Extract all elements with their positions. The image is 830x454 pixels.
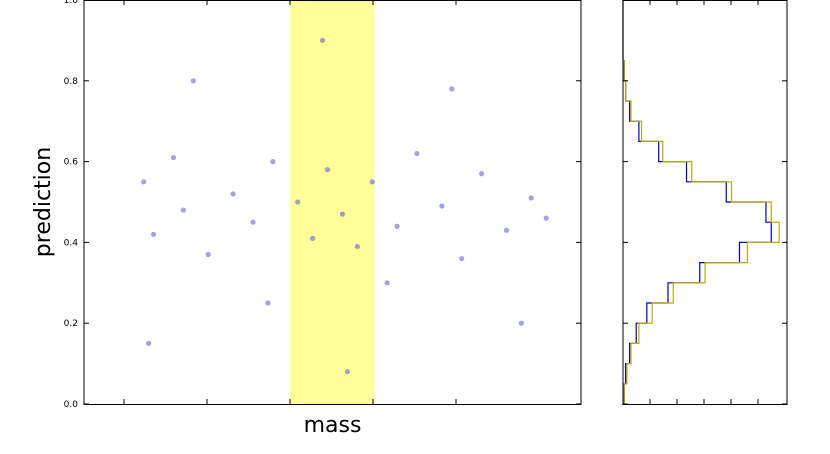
y-tick-label: 0.8 — [64, 77, 79, 87]
histogram-step-line — [622, 0, 780, 405]
scatter-point — [270, 159, 276, 165]
scatter-point — [414, 150, 420, 157]
scatter-point — [339, 211, 346, 217]
y-tick-label: 0.0 — [64, 400, 79, 410]
scatter-point — [141, 179, 147, 185]
scatter-point — [319, 37, 326, 44]
scatter-point — [449, 86, 455, 92]
scatter-point — [394, 223, 400, 229]
scatter-point — [150, 231, 157, 237]
scatter-point — [503, 227, 510, 233]
histogram-series — [622, 0, 780, 405]
y-tick-label: 0.6 — [64, 158, 79, 168]
scatter-axes-frame — [83, 0, 582, 405]
scatter-point — [205, 251, 211, 258]
scatter-x-ticks — [123, 0, 457, 404]
y-tick-label: 0.4 — [64, 238, 79, 248]
histogram-plot — [622, 0, 788, 405]
x-axis-label: mass — [304, 413, 362, 438]
scatter-points — [141, 37, 549, 375]
scatter-point — [265, 300, 271, 306]
scatter-plot: 0.0 0.2 0.4 0.6 0.8 1.0 mass prediction — [31, 0, 582, 438]
y-tick-label: 1.0 — [64, 0, 79, 6]
scatter-point — [344, 369, 351, 375]
scatter-y-ticks: 0.0 0.2 0.4 0.6 0.8 1.0 — [64, 0, 581, 410]
scatter-point — [180, 207, 186, 213]
scatter-point — [170, 154, 177, 161]
scatter-point — [190, 78, 196, 84]
scatter-point — [310, 235, 316, 241]
scatter-point — [528, 195, 534, 201]
scatter-point — [230, 191, 236, 197]
scatter-point — [369, 179, 375, 185]
scatter-point — [384, 280, 390, 286]
histogram-ticks — [623, 0, 787, 405]
scatter-point — [439, 203, 445, 209]
y-axis-label: prediction — [31, 147, 56, 257]
histogram-axes-frame — [622, 0, 788, 405]
scatter-point — [250, 219, 256, 225]
scatter-point — [146, 340, 152, 346]
scatter-point — [295, 199, 301, 205]
highlight-band — [290, 0, 375, 404]
scatter-point — [543, 215, 549, 221]
scatter-point — [459, 255, 465, 262]
scatter-point — [518, 320, 524, 326]
scatter-point — [324, 167, 331, 173]
scatter-point — [479, 171, 485, 177]
scatter-point — [354, 243, 360, 250]
y-tick-label: 0.2 — [64, 319, 78, 329]
